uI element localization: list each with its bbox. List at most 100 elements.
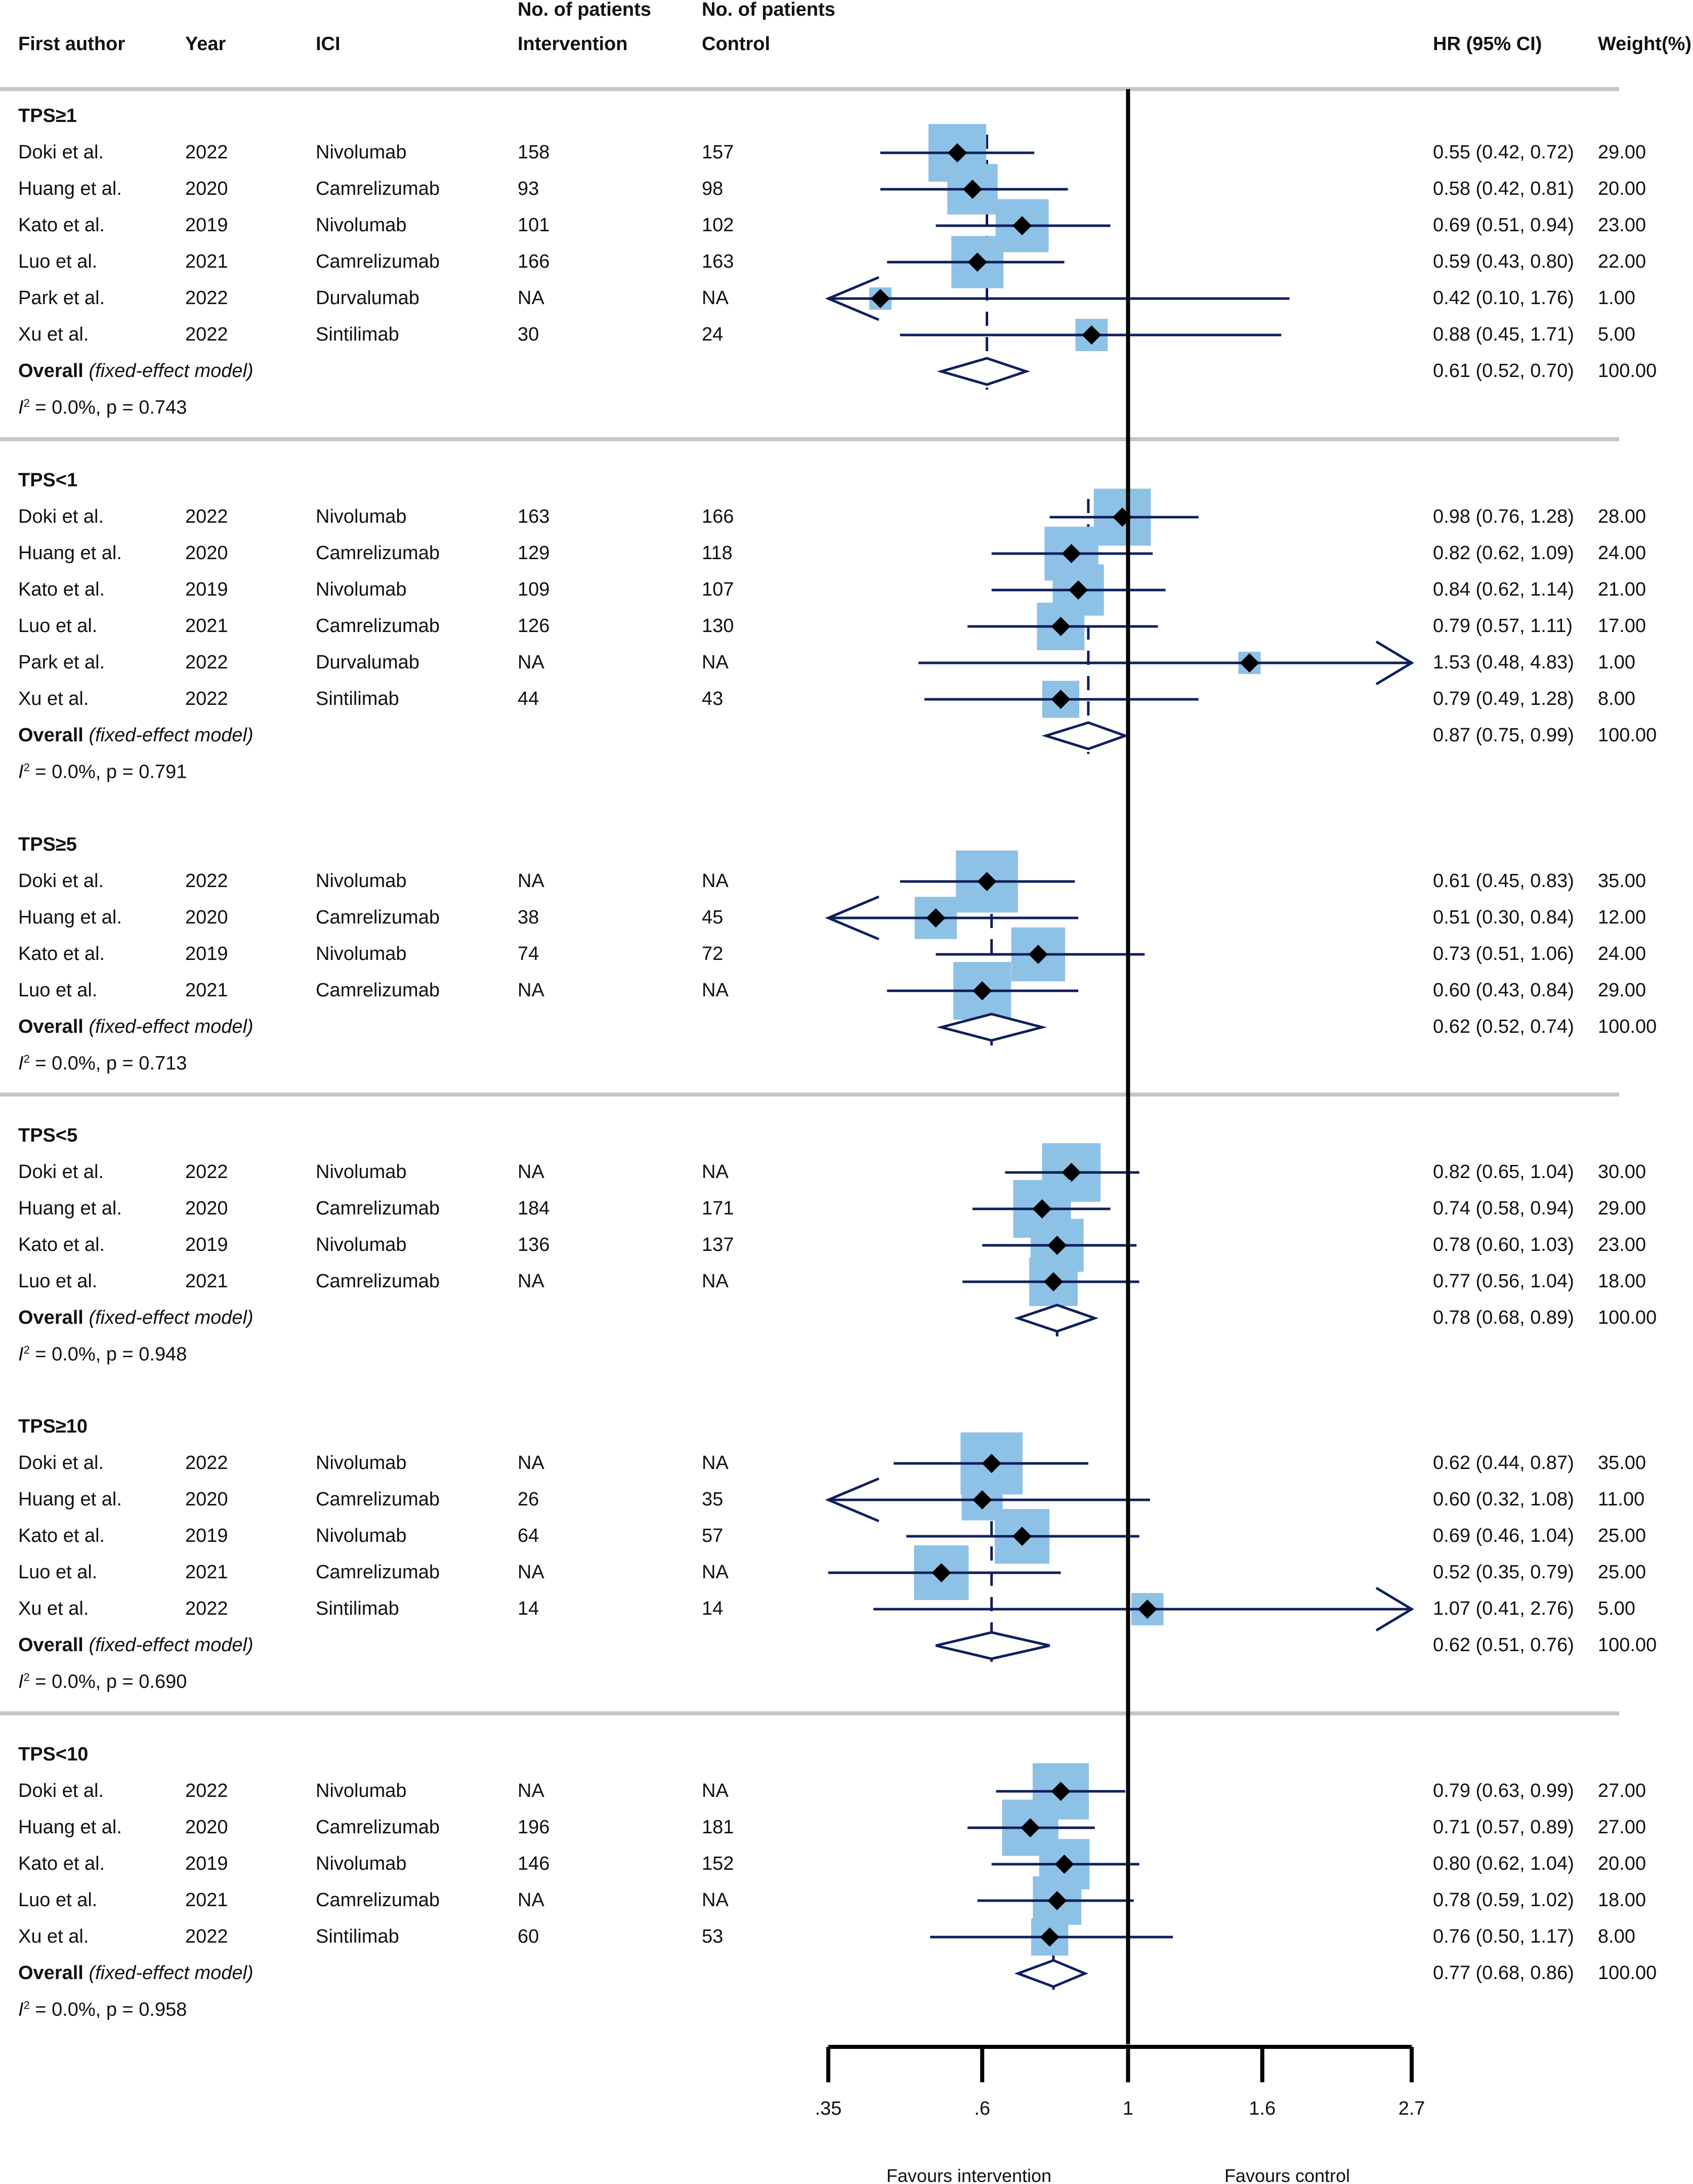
- study-n-control: NA: [702, 287, 729, 309]
- study-ici: Nivolumab: [316, 579, 407, 600]
- x-tick-label: 1: [1123, 2098, 1133, 2119]
- study-n-intervention: 44: [518, 688, 539, 709]
- study-author: Xu et al.: [18, 1598, 89, 1619]
- ci-arrow-right: [1375, 640, 1414, 686]
- study-weight: 28.00: [1598, 506, 1646, 527]
- study-n-control: 102: [702, 215, 734, 236]
- overall-label: Overall (fixed-effect model): [18, 361, 253, 381]
- study-ici: Nivolumab: [316, 1525, 407, 1546]
- study-hr-ci: 0.78 (0.59, 1.02): [1433, 1889, 1574, 1911]
- study-n-control: 171: [702, 1198, 734, 1219]
- study-weight: 22.00: [1598, 251, 1646, 272]
- study-weight: 24.00: [1598, 943, 1646, 964]
- study-n-intervention: 163: [518, 506, 550, 527]
- study-weight: 11.00: [1598, 1489, 1645, 1510]
- study-hr-ci: 0.77 (0.56, 1.04): [1433, 1271, 1574, 1292]
- overall-hr-ci: 0.78 (0.68, 0.89): [1433, 1307, 1574, 1328]
- study-n-intervention: NA: [518, 870, 544, 892]
- study-weight: 18.00: [1598, 1271, 1646, 1292]
- study-year: 2021: [185, 251, 228, 272]
- study-n-control: 137: [702, 1234, 734, 1255]
- overall-diamond: [937, 357, 1031, 386]
- overall-model-text: (fixed-effect model): [89, 725, 253, 746]
- study-weight: 27.00: [1598, 1780, 1646, 1801]
- study-author: Xu et al.: [18, 1926, 89, 1947]
- point-estimate: [926, 908, 946, 928]
- overall-weight: 100.00: [1598, 725, 1657, 746]
- overall-label-text: Overall: [18, 1307, 83, 1328]
- overall-model-text: (fixed-effect model): [89, 1962, 253, 1984]
- study-ici: Camrelizumab: [316, 615, 440, 637]
- overall-model-text: (fixed-effect model): [89, 1307, 253, 1328]
- study-n-intervention: NA: [518, 1889, 544, 1911]
- study-weight: 8.00: [1598, 688, 1635, 709]
- study-weight: 21.00: [1598, 579, 1646, 600]
- study-hr-ci: 0.62 (0.44, 0.87): [1433, 1452, 1574, 1474]
- study-n-control: NA: [702, 1161, 729, 1183]
- study-n-intervention: 136: [518, 1234, 550, 1255]
- study-n-control: NA: [702, 652, 729, 673]
- study-year: 2021: [185, 615, 228, 637]
- study-year: 2020: [185, 907, 228, 928]
- study-weight: 30.00: [1598, 1161, 1646, 1183]
- subgroup-label: TPS≥1: [18, 105, 77, 127]
- study-weight: 5.00: [1598, 324, 1635, 345]
- point-estimate: [1062, 544, 1081, 563]
- study-hr-ci: 1.53 (0.48, 4.83): [1433, 652, 1574, 673]
- study-author: Huang et al.: [18, 178, 122, 199]
- x-tick-label: 2.7: [1399, 2098, 1425, 2119]
- study-n-control: NA: [702, 1271, 729, 1292]
- point-estimate: [1047, 1236, 1067, 1255]
- study-author: Doki et al.: [18, 506, 104, 527]
- study-ici: Camrelizumab: [316, 251, 440, 272]
- heterogeneity-stat: I2 = 0.0%, p = 0.690: [18, 1671, 187, 1693]
- study-n-control: NA: [702, 1780, 729, 1801]
- study-n-control: 166: [702, 506, 734, 527]
- study-n-intervention: 30: [518, 324, 539, 345]
- ci-arrow-right: [1375, 1586, 1414, 1632]
- point-estimate: [948, 143, 967, 162]
- study-author: Kato et al.: [18, 1853, 105, 1874]
- point-estimate: [972, 981, 992, 1000]
- heterogeneity-stat: I2 = 0.0%, p = 0.713: [18, 1053, 187, 1074]
- study-author: Huang et al.: [18, 907, 122, 928]
- study-author: Kato et al.: [18, 579, 105, 600]
- study-hr-ci: 0.51 (0.30, 0.84): [1433, 907, 1574, 928]
- study-weight: 20.00: [1598, 178, 1646, 199]
- study-author: Huang et al.: [18, 1489, 122, 1510]
- heterogeneity-stat: I2 = 0.0%, p = 0.743: [18, 397, 187, 418]
- study-ici: Camrelizumab: [316, 1817, 440, 1838]
- study-n-control: NA: [702, 1562, 729, 1583]
- study-hr-ci: 0.82 (0.62, 1.09): [1433, 542, 1574, 564]
- overall-hr-ci: 0.77 (0.68, 0.86): [1433, 1962, 1574, 1984]
- study-n-intervention: 101: [518, 215, 550, 236]
- study-weight: 35.00: [1598, 870, 1646, 892]
- study-n-intervention: 38: [518, 907, 539, 928]
- study-n-control: 24: [702, 324, 724, 345]
- study-n-control: NA: [702, 980, 729, 1001]
- point-estimate: [1040, 1927, 1060, 1947]
- study-year: 2022: [185, 688, 228, 709]
- study-n-control: NA: [702, 870, 729, 892]
- overall-weight: 100.00: [1598, 1307, 1657, 1328]
- study-hr-ci: 0.61 (0.45, 0.83): [1433, 870, 1574, 892]
- study-n-intervention: 166: [518, 251, 550, 272]
- subgroup-label: TPS<1: [18, 470, 78, 491]
- study-n-control: 57: [702, 1525, 724, 1546]
- study-n-control: 107: [702, 579, 734, 600]
- study-hr-ci: 0.79 (0.57, 1.11): [1433, 615, 1573, 637]
- study-ici: Nivolumab: [316, 1452, 407, 1474]
- ci-arrow-left: [825, 1477, 879, 1523]
- overall-model-text: (fixed-effect model): [89, 1016, 253, 1037]
- study-n-control: 130: [702, 615, 734, 637]
- study-weight: 25.00: [1598, 1525, 1646, 1546]
- overall-label: Overall (fixed-effect model): [18, 1963, 253, 1983]
- heterogeneity-value: = 0.0%, p = 0.791: [29, 761, 187, 783]
- study-weight: 23.00: [1598, 215, 1646, 236]
- overall-diamond: [935, 1631, 1050, 1660]
- favours-control-label: Favours control: [1224, 2165, 1350, 2184]
- study-n-intervention: 60: [518, 1926, 539, 1947]
- study-n-intervention: 129: [518, 542, 550, 564]
- study-hr-ci: 1.07 (0.41, 2.76): [1433, 1598, 1574, 1619]
- study-hr-ci: 0.59 (0.43, 0.80): [1433, 251, 1574, 272]
